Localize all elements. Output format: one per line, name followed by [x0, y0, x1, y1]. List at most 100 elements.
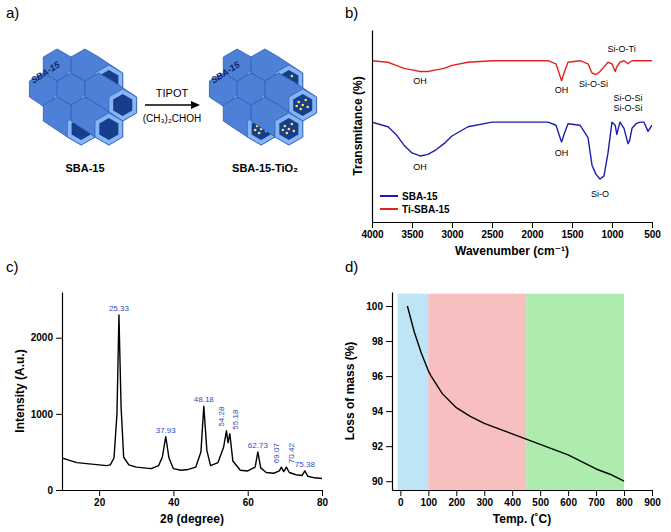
tick-mark	[400, 490, 401, 496]
legend: SBA-15Ti-SBA-15	[380, 191, 450, 215]
tick-mark	[372, 222, 373, 228]
tio2-particle	[291, 75, 294, 78]
tick: 0	[398, 490, 404, 508]
panel-letter: d)	[345, 258, 358, 275]
axis-line	[372, 31, 373, 223]
tick-label: 100	[421, 497, 438, 508]
tick-label: 90	[372, 476, 384, 487]
tick-label: 1000	[31, 409, 54, 420]
tick-label: 300	[476, 497, 493, 508]
region	[526, 294, 624, 490]
pore-face	[275, 113, 303, 145]
tick-mark	[56, 338, 62, 339]
tick-label: 800	[616, 497, 633, 508]
tick-label: 3500	[401, 229, 424, 240]
y-axis: 9092949698100	[366, 293, 392, 491]
region	[428, 294, 526, 490]
tick-label: 0	[398, 497, 404, 508]
panel-letter: b)	[345, 4, 358, 21]
tick-mark	[386, 376, 392, 377]
tick-mark	[322, 490, 323, 496]
tick: 0	[47, 485, 62, 496]
tick-mark	[456, 490, 457, 496]
axis-line	[392, 293, 393, 491]
tio2-particle	[306, 106, 309, 109]
pore	[279, 118, 298, 140]
annotation: 25.33	[109, 304, 130, 313]
tick: 2000	[31, 332, 62, 343]
reactant-label: SBA-15	[65, 162, 104, 174]
tick: 3500	[401, 222, 424, 240]
legend-label: SBA-15	[402, 191, 438, 202]
tio2-particle	[297, 101, 300, 104]
axis-line	[393, 490, 653, 491]
tick-label: 100	[366, 301, 383, 312]
tick: 900	[644, 490, 661, 508]
tick-label: 96	[372, 371, 384, 382]
tick-label: 600	[560, 497, 577, 508]
tio2-particle	[293, 130, 296, 133]
plot-marks	[372, 61, 652, 179]
tio2-particle	[299, 108, 302, 111]
tick: 800	[616, 490, 633, 508]
x-axis: 20406080	[63, 490, 329, 508]
tick: 1000	[31, 409, 62, 420]
x-axis-title: 2θ (degree)	[160, 512, 224, 526]
tick-label: 80	[317, 497, 329, 508]
tick-mark	[624, 490, 625, 496]
tick: 500	[532, 490, 549, 508]
tick-label: 2500	[481, 229, 504, 240]
tick: 1500	[561, 222, 584, 240]
tick: 60	[243, 490, 255, 508]
tick-mark	[572, 222, 573, 228]
data-line	[372, 122, 652, 179]
tick-mark	[99, 490, 100, 496]
tio2-particle	[304, 99, 307, 102]
axis-line	[62, 293, 63, 491]
tick: 3000	[441, 222, 464, 240]
panel-chart: 4000350030002500200015001000500b)Wavenum…	[345, 4, 661, 258]
tick-mark	[412, 222, 413, 228]
legend-swatch	[380, 195, 398, 197]
pore	[113, 94, 132, 116]
tick: 4000	[361, 222, 384, 240]
arrow	[145, 104, 192, 106]
x-axis-title: Wavenumber (cm⁻¹)	[455, 244, 569, 258]
tick-mark	[386, 481, 392, 482]
annotation: OH	[555, 85, 569, 95]
tick-label: 500	[532, 497, 549, 508]
pore	[99, 118, 118, 140]
tick-label: 4000	[361, 229, 384, 240]
tick-mark	[652, 490, 653, 496]
tick-mark	[248, 490, 249, 496]
tick-label: 2000	[31, 332, 54, 343]
honeycomb: SBA-15	[209, 49, 316, 145]
tick-mark	[56, 414, 62, 415]
honeycomb: SBA-15	[29, 49, 136, 145]
tick-mark	[652, 222, 653, 228]
data-line	[62, 315, 322, 479]
product-label: SBA-15-TiO₂	[232, 162, 298, 174]
tick-label: 1000	[601, 229, 624, 240]
tick-mark	[492, 222, 493, 228]
tick: 94	[372, 406, 392, 417]
tick-label: 60	[243, 497, 255, 508]
tick: 400	[504, 490, 521, 508]
pore-face	[95, 113, 123, 145]
tio2-particle	[254, 129, 257, 132]
y-axis-title: Loss of mass (%)	[343, 342, 357, 441]
x-axis-title: Temp. (˚C)	[493, 512, 551, 526]
y-axis	[372, 31, 373, 223]
axis-line	[63, 490, 323, 491]
tick-label: 94	[372, 406, 384, 417]
tick-mark	[532, 222, 533, 228]
tio2-particle	[286, 132, 289, 135]
tick-mark	[386, 446, 392, 447]
tick-mark	[428, 490, 429, 496]
tick: 500	[644, 222, 661, 240]
tio2-particle	[284, 125, 287, 128]
block-label: SBA-15	[209, 59, 242, 85]
tick: 20	[94, 490, 106, 508]
tick-mark	[512, 490, 513, 496]
annotation: Si-O	[591, 189, 609, 199]
